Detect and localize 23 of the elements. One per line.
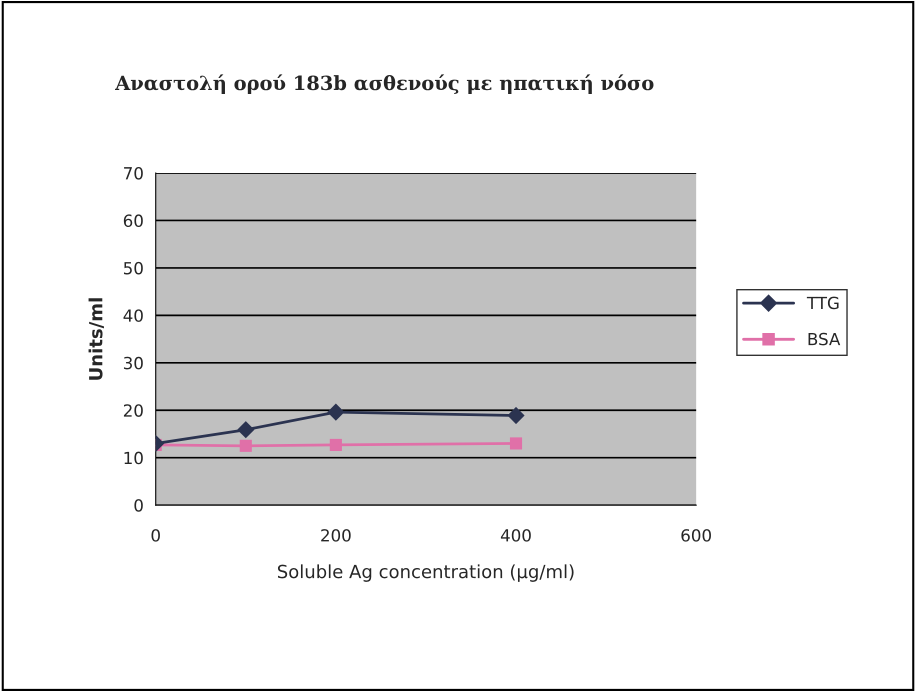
legend-label: TTG [806, 296, 839, 310]
y-tick-label: 40 [124, 309, 143, 322]
legend-label: BSA [808, 332, 840, 346]
x-tick-label: 400 [500, 529, 531, 542]
point [330, 438, 342, 451]
y-tick-label: 20 [124, 404, 143, 417]
y-tick-label: 60 [124, 214, 143, 228]
y-axis-title: Units/ml [88, 298, 104, 380]
y-tick-label: 10 [124, 452, 143, 464]
y-tick-label: 30 [124, 356, 143, 370]
x-tick-label: 0 [152, 529, 160, 542]
y-tick-label: 0 [134, 499, 143, 512]
point [237, 421, 254, 438]
x-tick-label: 600 [681, 529, 711, 542]
point [240, 440, 252, 452]
x-axis-title: Soluble Ag concentration (μg/ml) [278, 564, 574, 582]
y-tick-label: 70 [124, 166, 143, 180]
x-tick-label: 200 [321, 529, 351, 542]
point [508, 407, 524, 424]
point [510, 437, 522, 450]
y-tick-label: 50 [124, 262, 143, 274]
chart-title: Αναστολή ορού 183b ασθενούς με ηπατική νόσο [115, 74, 654, 94]
point [327, 404, 344, 421]
